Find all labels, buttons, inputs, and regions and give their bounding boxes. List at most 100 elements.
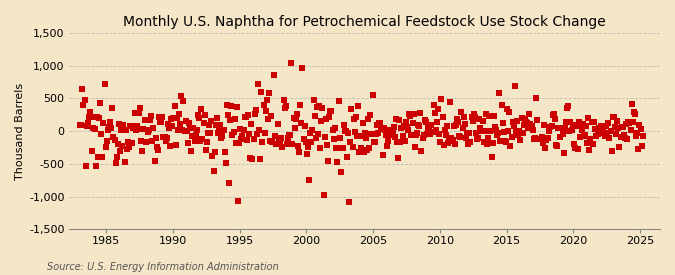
- Point: [235, 127, 246, 131]
- Point: [206, 119, 217, 124]
- Point: [586, 119, 597, 124]
- Point: [242, 113, 253, 117]
- Point: [196, 107, 207, 111]
- Point: [299, 124, 310, 128]
- Point: [138, 127, 149, 132]
- Point: [526, 124, 537, 128]
- Point: [355, 134, 366, 138]
- Point: [306, 140, 317, 144]
- Point: [606, 149, 617, 154]
- Point: [367, 93, 378, 97]
- Point: [424, 126, 435, 130]
- Point: [614, 145, 625, 149]
- Point: [204, 123, 215, 128]
- Point: [84, 110, 95, 114]
- Point: [448, 138, 458, 142]
- Point: [465, 140, 476, 144]
- Point: [429, 111, 440, 115]
- Point: [302, 152, 313, 156]
- Point: [208, 169, 219, 173]
- Point: [168, 116, 179, 120]
- Point: [161, 136, 172, 140]
- Point: [109, 137, 120, 142]
- Point: [564, 129, 575, 133]
- Point: [491, 127, 502, 132]
- Point: [321, 143, 332, 147]
- Point: [589, 120, 599, 125]
- Point: [524, 111, 535, 116]
- Point: [576, 128, 587, 132]
- Point: [377, 153, 388, 158]
- Point: [354, 150, 364, 154]
- Point: [454, 134, 464, 138]
- Point: [197, 137, 208, 141]
- Point: [180, 119, 191, 123]
- Point: [632, 131, 643, 136]
- Point: [105, 120, 115, 125]
- Point: [190, 133, 201, 138]
- Point: [392, 140, 402, 144]
- Point: [239, 115, 250, 119]
- Point: [202, 131, 213, 136]
- Point: [261, 98, 272, 102]
- Point: [548, 111, 559, 116]
- Point: [375, 121, 385, 125]
- Point: [520, 116, 531, 121]
- Point: [296, 121, 306, 125]
- Point: [549, 116, 560, 121]
- Point: [558, 151, 569, 155]
- Point: [553, 126, 564, 130]
- Point: [110, 160, 121, 165]
- Point: [593, 132, 603, 137]
- Point: [321, 117, 331, 121]
- Point: [313, 131, 323, 136]
- Point: [333, 145, 344, 150]
- Point: [144, 128, 155, 133]
- Point: [151, 145, 162, 150]
- Point: [387, 129, 398, 133]
- Point: [421, 120, 431, 125]
- Point: [359, 131, 370, 136]
- Point: [441, 133, 452, 137]
- Point: [192, 128, 202, 133]
- Point: [302, 145, 313, 149]
- Point: [293, 144, 304, 148]
- Point: [483, 136, 493, 141]
- Point: [618, 125, 628, 129]
- Point: [227, 133, 238, 137]
- Point: [171, 116, 182, 120]
- Point: [400, 139, 410, 144]
- Point: [319, 134, 330, 139]
- Point: [201, 140, 212, 144]
- Point: [157, 114, 168, 119]
- Point: [273, 122, 284, 126]
- Point: [439, 128, 450, 132]
- Point: [637, 134, 648, 139]
- Point: [192, 113, 203, 117]
- Point: [563, 104, 574, 108]
- Point: [625, 128, 636, 133]
- Point: [422, 131, 433, 136]
- Point: [352, 134, 362, 138]
- Point: [415, 111, 426, 116]
- Point: [592, 126, 603, 131]
- Point: [318, 193, 329, 197]
- Point: [249, 112, 260, 117]
- Point: [516, 116, 527, 120]
- Point: [264, 91, 275, 95]
- Point: [456, 109, 467, 114]
- Point: [340, 129, 350, 133]
- Point: [350, 115, 361, 119]
- Point: [307, 128, 318, 132]
- Point: [324, 115, 335, 119]
- Point: [630, 112, 641, 117]
- Point: [166, 117, 177, 122]
- Point: [601, 123, 612, 128]
- Point: [560, 126, 570, 130]
- Point: [331, 145, 342, 150]
- Point: [383, 139, 394, 144]
- Point: [250, 108, 261, 112]
- Point: [140, 139, 151, 144]
- Point: [575, 134, 586, 139]
- Point: [148, 125, 159, 130]
